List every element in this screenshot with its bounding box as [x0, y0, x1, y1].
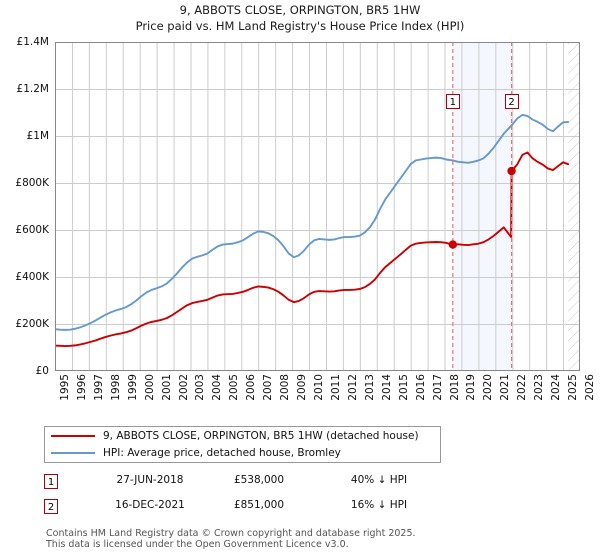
- legend-label-price-paid: 9, ABBOTS CLOSE, ORPINGTON, BR5 1HW (det…: [103, 430, 419, 442]
- title-subtitle: Price paid vs. HM Land Registry's House …: [135, 19, 465, 33]
- table-row: 2 16-DEC-2021 £851,000 16% ↓ HPI: [44, 497, 464, 522]
- x-tick-label: 2019: [465, 374, 478, 401]
- marker-callout-1: 1: [445, 94, 460, 109]
- x-tick-label: 2023: [533, 374, 546, 401]
- transaction-hpi-delta-2: 16% ↓ HPI: [350, 499, 408, 511]
- transaction-date-2: 16-DEC-2021: [115, 499, 185, 511]
- x-tick-label: 2011: [329, 374, 342, 401]
- x-tick-label: 2000: [143, 374, 156, 401]
- x-tick-label: 1998: [109, 374, 122, 401]
- x-tick-label: 2005: [228, 374, 241, 401]
- marker-callout-2: 2: [504, 94, 519, 109]
- y-tick-label: £1.4M: [16, 36, 49, 48]
- x-tick-label: 1996: [75, 374, 88, 401]
- x-tick-label: 2025: [567, 374, 580, 401]
- x-tick-label: 2001: [160, 374, 173, 401]
- x-tick-label: 2009: [296, 374, 309, 401]
- y-tick-label: £200K: [15, 318, 49, 330]
- x-tick-label: 2015: [397, 374, 410, 401]
- price-history-chart: [55, 42, 580, 371]
- table-row: 1 27-JUN-2018 £538,000 40% ↓ HPI: [44, 472, 464, 497]
- x-tick-label: 1999: [126, 374, 139, 401]
- transactions-table: 1 27-JUN-2018 £538,000 40% ↓ HPI 2 16-DE…: [44, 472, 464, 522]
- x-tick-label: 2007: [262, 374, 275, 401]
- x-tick-label: 2014: [380, 374, 393, 401]
- y-tick-label: £1M: [26, 130, 49, 142]
- footer-line-2: This data is licensed under the Open Gov…: [46, 539, 349, 550]
- x-tick-label: 2024: [550, 374, 563, 401]
- x-tick-label: 2021: [499, 374, 512, 401]
- x-tick-label: 2004: [211, 374, 224, 401]
- x-tick-label: 2002: [177, 374, 190, 401]
- legend-label-hpi: HPI: Average price, detached house, Brom…: [103, 447, 341, 459]
- transaction-price-1: £538,000: [233, 474, 285, 486]
- x-tick-label: 2026: [584, 374, 596, 401]
- x-tick-label: 2003: [194, 374, 207, 401]
- legend-item-hpi: HPI: Average price, detached house, Brom…: [51, 445, 341, 461]
- x-tick-label: 1995: [59, 374, 71, 401]
- x-tick-label: 2022: [516, 374, 529, 401]
- footer-line-1: Contains HM Land Registry data © Crown c…: [46, 528, 416, 539]
- x-tick-label: 2016: [414, 374, 427, 401]
- page-title: 9, ABBOTS CLOSE, ORPINGTON, BR5 1HW Pric…: [0, 2, 600, 34]
- x-tick-label: 1997: [92, 374, 105, 401]
- chart-legend: 9, ABBOTS CLOSE, ORPINGTON, BR5 1HW (det…: [44, 426, 441, 463]
- x-tick-label: 2006: [245, 374, 258, 401]
- transaction-hpi-delta-1: 40% ↓ HPI: [350, 474, 408, 486]
- x-tick-label: 2008: [279, 374, 292, 401]
- footer-attribution: Contains HM Land Registry data © Crown c…: [46, 528, 586, 550]
- transaction-badge-2: 2: [44, 499, 58, 514]
- x-axis-labels: 1995 1996 1997 1998 1999 2000 2001 2002 2003 2004…: [55, 374, 596, 422]
- transaction-date-1: 27-JUN-2018: [116, 474, 184, 486]
- legend-item-price-paid: 9, ABBOTS CLOSE, ORPINGTON, BR5 1HW (det…: [51, 428, 419, 444]
- x-tick-label: 2017: [431, 374, 444, 401]
- title-address: 9, ABBOTS CLOSE, ORPINGTON, BR5 1HW: [179, 3, 421, 17]
- y-axis-labels: £0 £200K £400K £600K £800K £1M £1.2M £1.4M: [0, 36, 52, 377]
- x-tick-label: 2020: [482, 374, 495, 401]
- transaction-price-2: £851,000: [233, 499, 285, 511]
- transaction-badge-1: 1: [44, 474, 58, 489]
- y-tick-label: £1.2M: [16, 83, 49, 95]
- y-tick-label: £600K: [15, 224, 49, 236]
- x-tick-label: 2018: [448, 374, 461, 401]
- x-tick-label: 2013: [363, 374, 376, 401]
- y-tick-label: £800K: [15, 177, 49, 189]
- x-tick-label: 2012: [346, 374, 359, 401]
- y-tick-label: £400K: [15, 271, 49, 283]
- y-tick-label: £0: [35, 365, 49, 377]
- legend-swatch-hpi: [51, 452, 95, 454]
- x-tick-label: 2010: [313, 374, 326, 401]
- legend-swatch-price-paid: [51, 435, 95, 437]
